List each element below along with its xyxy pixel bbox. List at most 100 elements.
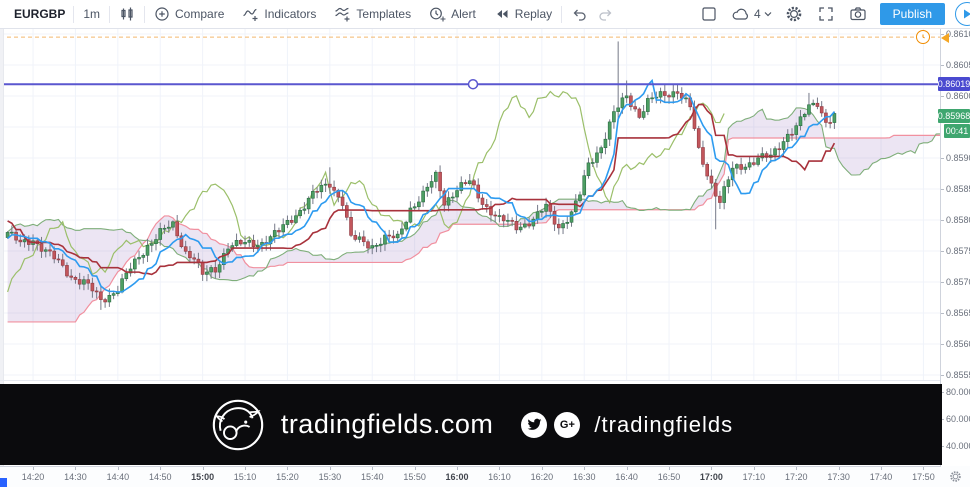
fullscreen-button[interactable]: [812, 0, 840, 28]
time-tick-notch: [160, 467, 162, 470]
indicator-tick-label: 80.0000: [941, 387, 970, 397]
publish-button[interactable]: Publish: [879, 3, 945, 25]
undo-button[interactable]: [562, 0, 596, 28]
time-tick-notch: [245, 467, 247, 470]
price-axis[interactable]: 0.861000.860500.860000.859000.858500.858…: [941, 29, 970, 466]
templates-icon: [334, 6, 351, 22]
tradingfields-logo: [209, 396, 267, 454]
toolbar-left: EURGBP 1m Compare Indicators: [6, 0, 623, 28]
time-tick-notch: [838, 467, 840, 470]
price-tick-label: 0.85900: [941, 153, 970, 163]
twitter-icon: [521, 411, 548, 438]
time-tick-notch: [329, 467, 331, 470]
redo-button[interactable]: [596, 0, 623, 28]
drawing-toolbar-edge[interactable]: [0, 29, 4, 466]
interval-button[interactable]: 1m: [83, 7, 101, 21]
time-tick-label: 15:10: [233, 472, 257, 482]
cloud-count: 4: [753, 7, 761, 21]
candlestick-style-icon: [119, 6, 135, 22]
price-tick-label: 0.85850: [941, 184, 970, 194]
compare-label: Compare: [175, 7, 225, 21]
price-tick-label: 0.86050: [941, 60, 970, 70]
symbol-button[interactable]: EURGBP: [14, 7, 66, 21]
indicator-tick-label: 60.0000: [941, 414, 970, 424]
time-tick-notch: [117, 467, 119, 470]
bar-countdown: 00:41: [944, 124, 970, 138]
last-price-tag: 0.85968: [937, 109, 970, 123]
time-tick-notch: [669, 467, 671, 470]
time-tick-notch: [287, 467, 289, 470]
time-tick-label: 16:50: [657, 472, 681, 482]
separator: [561, 5, 563, 23]
alert-price-marker[interactable]: [941, 33, 949, 43]
replay-label: Replay: [514, 7, 553, 21]
time-tick-label: 15:30: [318, 472, 342, 482]
axis-settings-corner[interactable]: [941, 466, 970, 487]
hline-price-tag[interactable]: 0.86019: [937, 77, 970, 91]
indicators-label: Indicators: [264, 7, 317, 21]
indicators-icon: [242, 6, 259, 22]
time-tick-label: 16:10: [488, 472, 511, 482]
alert-label: Alert: [451, 7, 476, 21]
time-tick-notch: [626, 467, 628, 470]
time-tick-label: 15:40: [360, 472, 384, 482]
templates-button[interactable]: Templates: [325, 0, 420, 28]
price-tick-label: 0.85550: [941, 370, 970, 380]
time-tick-label: 15:00: [191, 472, 215, 482]
chart-area: 0.861000.860500.860000.859000.858500.858…: [0, 29, 970, 487]
screenshot-camera-button[interactable]: [844, 0, 872, 28]
time-tick-notch: [753, 467, 755, 470]
replay-button[interactable]: Replay: [485, 0, 561, 28]
layout-button[interactable]: [695, 0, 723, 28]
indicators-button[interactable]: Indicators: [233, 0, 325, 28]
time-tick-notch: [457, 467, 459, 470]
pane-separator[interactable]: [0, 380, 940, 381]
alert-bell-icon[interactable]: [916, 30, 930, 44]
watermark-site-text: tradingfields.com: [280, 409, 494, 439]
time-tick-label: 14:20: [21, 472, 45, 482]
separator: [144, 5, 146, 23]
time-tick-label: 17:00: [699, 472, 723, 482]
time-tick-label: 16:00: [445, 472, 469, 482]
chart-style-button[interactable]: [110, 0, 144, 28]
price-tick-label: 0.85700: [941, 277, 970, 287]
time-tick-notch: [711, 467, 713, 470]
alert-clock-icon: [429, 6, 446, 22]
time-tick-label: 17:30: [827, 472, 850, 482]
time-tick-notch: [584, 467, 586, 470]
time-tick-notch: [414, 467, 416, 470]
top-toolbar: EURGBP 1m Compare Indicators: [0, 0, 970, 29]
play-circle-button[interactable]: [955, 2, 970, 26]
undo-arrow-icon: [571, 7, 587, 21]
time-axis[interactable]: 14:20 14:30 14:40 14:50 15:00 15:10 15:20 15:30…: [0, 466, 970, 487]
time-tick-label: 15:20: [276, 472, 299, 482]
time-tick-notch: [33, 467, 35, 470]
time-tick-label: 16:40: [615, 472, 638, 482]
separator: [109, 5, 111, 23]
price-axis-border: [940, 29, 941, 487]
settings-gear-button[interactable]: [780, 0, 808, 28]
save-cloud-button[interactable]: 4: [727, 6, 776, 22]
price-tick-label: 0.85600: [941, 339, 970, 349]
time-tick-notch: [202, 467, 204, 470]
redo-arrow-icon: [598, 7, 614, 21]
price-chart[interactable]: [0, 29, 970, 487]
time-tick-label: 16:20: [530, 472, 554, 482]
watermark-social: G+: [521, 411, 581, 438]
compare-plus-icon: [154, 6, 170, 22]
time-tick-label: 15:50: [403, 472, 426, 482]
go-to-realtime-notch[interactable]: [0, 478, 7, 487]
time-tick-notch: [796, 467, 798, 470]
time-tick-notch: [75, 467, 77, 470]
time-tick-label: 14:30: [64, 472, 87, 482]
google-plus-icon: G+: [554, 411, 581, 438]
replay-icon: [494, 6, 510, 22]
time-tick-notch: [881, 467, 883, 470]
price-tick-label: 0.85750: [941, 246, 970, 256]
watermark-handle-text: /tradingfields: [594, 411, 734, 437]
compare-button[interactable]: Compare: [145, 0, 233, 28]
alert-button[interactable]: Alert: [420, 0, 485, 28]
watermark-banner: tradingfields.com G+ /tradingfields: [0, 384, 942, 465]
separator: [73, 5, 75, 23]
